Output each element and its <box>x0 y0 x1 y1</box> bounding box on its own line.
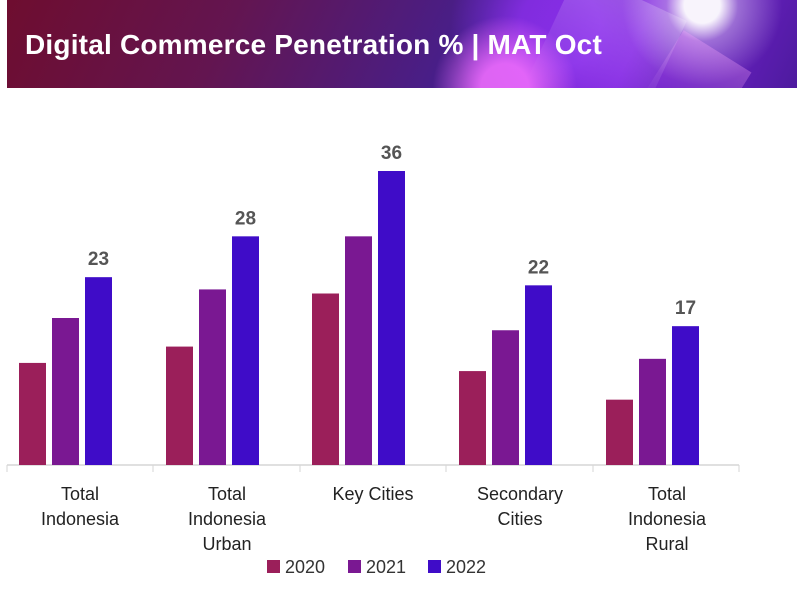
value-labels-group: 23 28 36 22 17 <box>88 143 696 319</box>
bar <box>606 399 633 465</box>
bar <box>345 236 372 465</box>
legend-swatch <box>428 560 441 573</box>
chart-title: Digital Commerce Penetration % | MAT Oct <box>25 29 602 60</box>
category-label: Total Indonesia Rural <box>628 484 707 554</box>
legend-swatch <box>348 560 361 573</box>
tick-marks-group <box>6 465 740 472</box>
data-label: 28 <box>235 208 256 229</box>
bar <box>166 346 193 465</box>
data-label: 23 <box>88 249 109 270</box>
category-label: Key Cities <box>332 484 413 504</box>
legend-swatch <box>267 560 280 573</box>
bar <box>672 326 699 465</box>
bar <box>232 236 259 465</box>
bar <box>312 293 339 465</box>
bar <box>378 171 405 465</box>
bar <box>52 318 79 465</box>
legend-label: 2021 <box>366 557 406 577</box>
category-label: Secondary Cities <box>477 484 563 529</box>
legend-label: 2022 <box>446 557 486 577</box>
bar <box>459 371 486 465</box>
data-label: 17 <box>675 298 696 319</box>
bar <box>199 289 226 465</box>
bar <box>492 330 519 465</box>
bar <box>639 358 666 465</box>
bars-group <box>19 171 699 465</box>
data-label: 36 <box>381 143 402 164</box>
category-label: Total Indonesia <box>41 484 120 529</box>
bar <box>85 277 112 465</box>
legend-label: 2020 <box>285 557 325 577</box>
title-banner: Digital Commerce Penetration % | MAT Oct <box>7 0 797 88</box>
data-label: 22 <box>528 257 549 278</box>
category-label: Total Indonesia Urban <box>188 484 267 554</box>
bar <box>19 362 46 465</box>
bar <box>525 285 552 465</box>
legend: 2020 2021 2022 <box>267 557 486 577</box>
category-labels-group: Total Indonesia Total Indonesia Urban Key Cit… <box>41 484 707 554</box>
